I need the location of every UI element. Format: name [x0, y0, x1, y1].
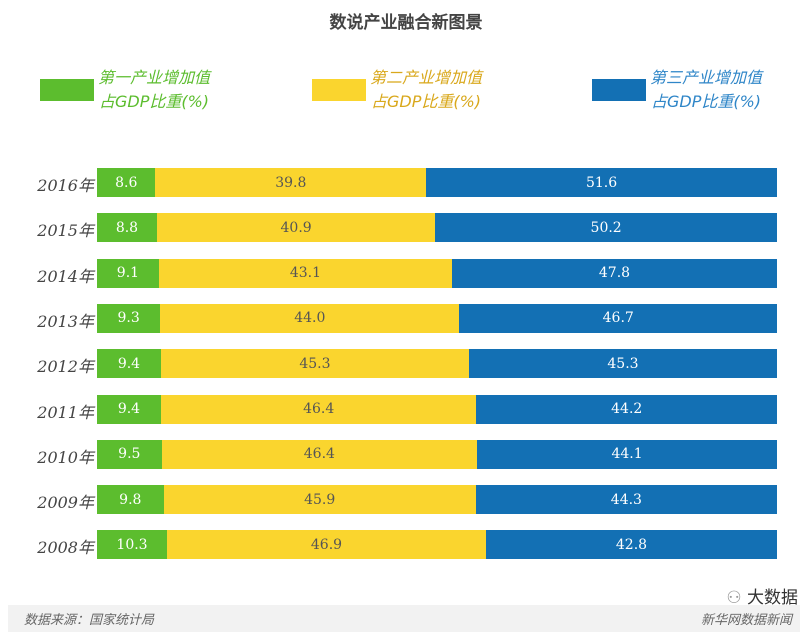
y-tick-label: 2013年 [37, 311, 94, 331]
chart-title: 数说产业融合新图景 [329, 13, 483, 33]
y-tick-label: 2016年 [37, 176, 94, 195]
data-label: 46.4 [303, 446, 335, 463]
footer: 数据来源：国家统计局 新华网数据新闻 [8, 605, 800, 632]
data-label: 39.8 [275, 174, 307, 191]
bar-segment: 43.1 [158, 258, 452, 288]
legend-item-1: 第一产业增加值 占GDP比重(%) [40, 66, 210, 114]
bar-segment: 9.1 [97, 258, 159, 288]
y-tick-label: 2008年 [37, 538, 94, 558]
legend-item-3: 第三产业增加值 占GDP比重(%) [592, 66, 762, 114]
data-label: 9.1 [116, 265, 140, 282]
bar-segment: 44.0 [160, 303, 460, 333]
bar-segment: 46.4 [160, 394, 477, 424]
bar-segment: 8.8 [97, 213, 157, 243]
y-tick-label: 2015年 [37, 221, 94, 241]
bar-segment: 46.4 [161, 439, 478, 469]
y-tick-label: 2009年 [37, 493, 94, 513]
bar-segment: 51.6 [426, 168, 777, 197]
data-label: 45.3 [299, 355, 331, 372]
legend-swatch [40, 79, 94, 101]
bar-segment: 44.3 [475, 485, 777, 515]
watermark-label: ⚇ 大数据 [726, 583, 798, 608]
bar-segment: 50.2 [435, 213, 777, 243]
y-tick-label: 2010年 [37, 447, 94, 467]
brand-label: 新华网数据新闻 [700, 613, 792, 628]
legend-line2: 占GDP比重(%) [650, 92, 762, 111]
data-label: 43.1 [289, 265, 321, 282]
data-label: 45.3 [607, 355, 639, 372]
bar-segment: 45.3 [468, 349, 777, 379]
watermark-text: 大数据 [747, 588, 798, 608]
data-label: 45.9 [304, 491, 336, 508]
bar-segment: 42.8 [485, 530, 777, 560]
data-source: 数据来源：国家统计局 [24, 613, 155, 628]
data-label: 42.8 [615, 536, 648, 553]
y-tick-label: 2011年 [37, 402, 94, 422]
data-label: 9.8 [119, 491, 142, 508]
data-label: 8.8 [115, 219, 139, 236]
data-label: 9.5 [118, 446, 141, 463]
legend-label: 第二产业增加值 占GDP比重(%) [370, 66, 482, 114]
legend-line1: 第二产业增加值 [370, 68, 483, 87]
y-tick-label: 2014年 [37, 266, 94, 286]
bar-segment: 44.2 [476, 394, 777, 424]
legend-line2: 占GDP比重(%) [370, 92, 482, 111]
bar-segment: 44.1 [477, 439, 777, 469]
data-label: 44.2 [611, 401, 643, 417]
bar-segment: 46.7 [459, 303, 777, 333]
bar-segment: 9.8 [97, 485, 164, 515]
data-label: 9.3 [117, 310, 140, 327]
legend-line1: 第三产业增加值 [650, 68, 763, 87]
y-tick-label: 2012年 [37, 357, 94, 377]
bar-segment: 45.3 [160, 349, 469, 379]
data-label: 51.6 [585, 174, 618, 191]
data-label: 10.3 [116, 536, 148, 553]
legend-label: 第三产业增加值 占GDP比重(%) [650, 66, 762, 114]
wechat-icon: ⚇ [726, 588, 747, 608]
data-label: 8.6 [115, 174, 138, 191]
data-label: 46.4 [303, 401, 335, 417]
bar-segment: 47.8 [451, 258, 777, 288]
data-label: 9.4 [117, 355, 141, 372]
data-label: 44.1 [611, 446, 643, 463]
bar-segment: 9.4 [97, 349, 161, 379]
data-label: 40.9 [280, 219, 312, 236]
bar-segment: 9.5 [97, 439, 162, 469]
data-label: 50.2 [590, 219, 622, 236]
legend-label: 第一产业增加值 占GDP比重(%) [98, 66, 210, 114]
legend-swatch [312, 79, 366, 101]
data-label: 44.0 [294, 310, 326, 327]
bar-segment: 40.9 [156, 213, 436, 243]
data-label: 47.8 [598, 265, 631, 282]
bar-segment: 39.8 [155, 168, 427, 197]
legend-item-2: 第二产业增加值 占GDP比重(%) [312, 66, 482, 114]
bar-segment: 10.3 [97, 530, 168, 560]
bar-segment: 8.6 [97, 168, 156, 197]
data-label: 46.7 [602, 310, 634, 327]
bar-segment: 9.4 [97, 394, 161, 424]
bar-segment: 46.9 [167, 530, 486, 560]
legend-swatch [592, 79, 646, 101]
legend-line1: 第一产业增加值 [98, 68, 211, 87]
data-label: 46.9 [310, 536, 343, 553]
legend-line2: 占GDP比重(%) [98, 92, 210, 111]
data-label: 9.4 [117, 401, 141, 417]
bar-segment: 45.9 [163, 485, 476, 515]
bar-segment: 9.3 [97, 303, 161, 333]
data-label: 44.3 [610, 491, 642, 508]
